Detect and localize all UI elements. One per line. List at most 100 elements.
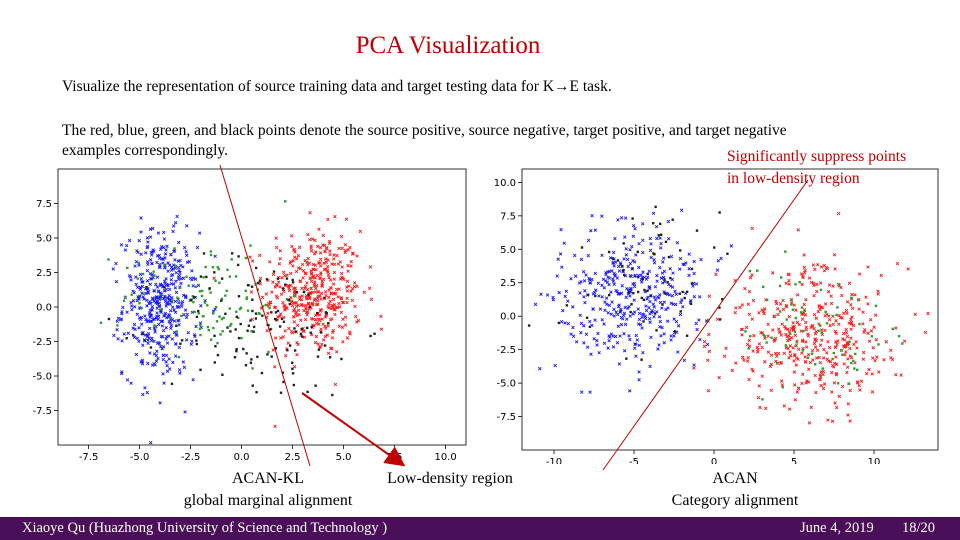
- point-source-positive: [787, 314, 791, 319]
- x-tick-label: -5: [629, 457, 639, 464]
- point-source-negative: [134, 352, 139, 357]
- point-target-negative: [654, 205, 657, 209]
- point-target-positive: [820, 331, 823, 334]
- point-target-negative: [631, 267, 634, 270]
- point-source-positive: [327, 302, 331, 306]
- point-source-positive: [859, 379, 864, 383]
- point-source-negative: [678, 312, 683, 317]
- point-source-negative: [657, 296, 661, 300]
- point-target-positive: [765, 341, 768, 344]
- point-target-negative: [663, 292, 667, 295]
- point-source-positive: [818, 375, 823, 379]
- point-source-negative: [566, 321, 570, 326]
- point-source-negative: [586, 238, 591, 243]
- point-source-negative: [161, 372, 165, 376]
- point-source-positive: [768, 364, 773, 369]
- point-source-negative: [165, 283, 170, 287]
- point-source-negative: [137, 326, 141, 330]
- point-source-negative: [624, 295, 628, 300]
- point-source-negative: [582, 324, 586, 328]
- point-source-negative: [604, 296, 609, 300]
- x-tick-label: -5.0: [130, 452, 150, 463]
- point-source-negative: [600, 214, 604, 218]
- point-target-negative: [107, 317, 111, 321]
- point-source-positive: [340, 246, 344, 251]
- point-source-negative: [173, 258, 177, 262]
- x-tick-label: 10.0: [434, 452, 456, 463]
- point-source-negative: [152, 289, 157, 293]
- point-target-negative: [299, 332, 303, 336]
- point-target-negative: [294, 330, 297, 333]
- point-source-negative: [190, 310, 195, 315]
- point-source-positive: [692, 366, 696, 370]
- point-target-negative: [622, 268, 625, 272]
- point-source-positive: [814, 356, 819, 360]
- point-source-negative: [582, 279, 587, 283]
- point-source-negative: [186, 330, 191, 335]
- point-source-positive: [333, 214, 337, 219]
- point-target-negative: [671, 218, 674, 221]
- point-target-negative: [585, 316, 589, 319]
- point-source-positive: [743, 286, 747, 291]
- point-target-negative: [667, 255, 671, 259]
- point-source-positive: [740, 355, 745, 360]
- point-source-positive: [809, 280, 814, 285]
- point-source-positive: [864, 371, 869, 376]
- point-target-positive: [831, 357, 834, 361]
- y-tick-label: 2.5: [36, 268, 52, 279]
- point-source-positive: [818, 281, 823, 285]
- point-target-positive: [228, 275, 232, 278]
- point-source-positive: [816, 309, 820, 314]
- point-target-positive: [801, 349, 805, 352]
- right-caption-line-2: Category alignment: [671, 492, 799, 509]
- point-source-negative: [551, 298, 556, 302]
- point-source-positive: [746, 302, 751, 306]
- point-source-positive: [356, 318, 361, 323]
- point-source-positive: [346, 248, 350, 252]
- point-target-negative: [690, 282, 694, 285]
- point-source-negative: [163, 294, 167, 298]
- point-source-positive: [899, 373, 903, 377]
- point-source-negative: [590, 213, 594, 218]
- point-source-positive: [292, 255, 297, 259]
- point-source-positive: [755, 345, 759, 350]
- point-source-negative: [149, 319, 154, 323]
- point-source-negative: [561, 308, 565, 313]
- point-source-positive: [315, 299, 320, 303]
- point-source-negative: [624, 253, 629, 257]
- point-source-positive: [807, 421, 812, 425]
- point-source-negative: [669, 301, 673, 305]
- point-source-positive: [333, 312, 337, 317]
- point-source-negative: [168, 309, 173, 313]
- point-target-negative: [679, 310, 682, 313]
- point-source-negative: [639, 273, 643, 277]
- point-source-positive: [848, 419, 852, 423]
- point-target-positive: [217, 267, 220, 271]
- point-source-negative: [148, 282, 152, 286]
- point-source-positive: [340, 265, 344, 269]
- point-source-negative: [593, 228, 598, 232]
- point-target-positive: [780, 276, 783, 279]
- point-source-positive: [290, 244, 294, 249]
- point-source-negative: [665, 319, 670, 323]
- point-target-positive: [250, 330, 253, 333]
- point-source-negative: [135, 336, 140, 341]
- point-target-negative: [233, 356, 237, 359]
- point-target-positive: [765, 298, 769, 302]
- point-target-positive: [748, 269, 752, 273]
- point-source-positive: [833, 329, 838, 334]
- y-tick-label: 10.0: [494, 178, 516, 189]
- point-source-positive: [844, 330, 849, 335]
- point-target-negative: [125, 337, 128, 340]
- point-source-positive: [870, 372, 874, 376]
- point-source-negative: [633, 227, 637, 231]
- point-source-negative: [637, 241, 641, 246]
- point-source-positive: [306, 256, 310, 261]
- point-source-positive: [894, 372, 898, 377]
- point-source-positive: [309, 249, 314, 253]
- point-source-negative: [637, 378, 641, 382]
- point-source-negative: [163, 311, 168, 316]
- point-target-negative: [621, 264, 624, 268]
- point-source-positive: [847, 281, 852, 285]
- point-target-positive: [178, 286, 182, 290]
